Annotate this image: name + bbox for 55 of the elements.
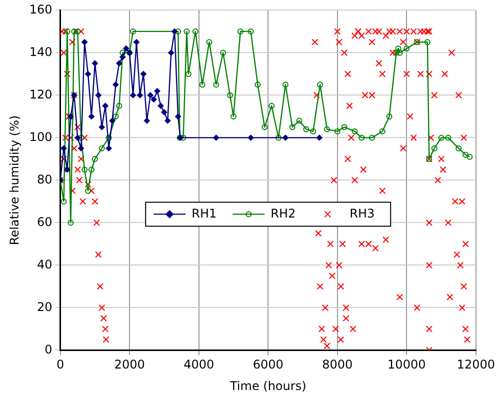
y-tick-label: 140 (29, 44, 52, 59)
point (158, 102, 164, 109)
point (147, 92, 154, 98)
point (164, 118, 171, 124)
point (74, 134, 81, 141)
point (95, 92, 102, 98)
y-axis-title: Relative humidity (%) (7, 115, 22, 246)
legend-label: RH3 (350, 206, 375, 220)
point (102, 102, 108, 109)
point (82, 39, 88, 46)
point (78, 145, 84, 152)
x-tick-label: 10000 (388, 358, 426, 372)
y-tick-label: 120 (29, 87, 52, 102)
point (60, 145, 67, 152)
y-tick-label: 0 (44, 342, 52, 356)
point (120, 54, 126, 60)
point (175, 113, 182, 120)
point (92, 60, 98, 66)
point (154, 88, 160, 94)
point (109, 118, 116, 124)
x-axis-title: Time (hours) (228, 378, 306, 393)
legend-label: RH2 (270, 206, 296, 220)
point (172, 28, 178, 34)
y-tick-label: 160 (29, 2, 52, 16)
x-tick-label: 6000 (252, 358, 284, 372)
point (112, 82, 119, 88)
y-tick-label: 80 (37, 172, 52, 186)
point (85, 70, 92, 77)
y-tick-label: 100 (29, 130, 52, 144)
point (88, 113, 94, 120)
point (316, 134, 322, 141)
point (144, 118, 150, 124)
point (168, 50, 174, 56)
point (161, 109, 168, 116)
point (134, 39, 140, 46)
point (248, 134, 254, 141)
point (140, 70, 146, 77)
x-tick-label: 12000 (456, 358, 496, 372)
point (130, 92, 136, 98)
y-tick-label: 60 (37, 214, 52, 229)
point (213, 134, 220, 141)
point (116, 60, 122, 66)
legend-label: RH1 (192, 206, 217, 220)
y-tick-label: 20 (37, 300, 52, 314)
point (106, 145, 112, 152)
x-tick-label: 2000 (114, 358, 145, 372)
point (123, 45, 130, 52)
point (136, 92, 143, 98)
point (150, 96, 157, 102)
point (282, 134, 288, 141)
point (98, 124, 105, 130)
x-tick-label: 4000 (184, 358, 214, 372)
x-tick-label: 0 (56, 358, 64, 372)
x-tick-label: 8000 (322, 358, 353, 372)
y-tick-label: 40 (37, 257, 52, 272)
